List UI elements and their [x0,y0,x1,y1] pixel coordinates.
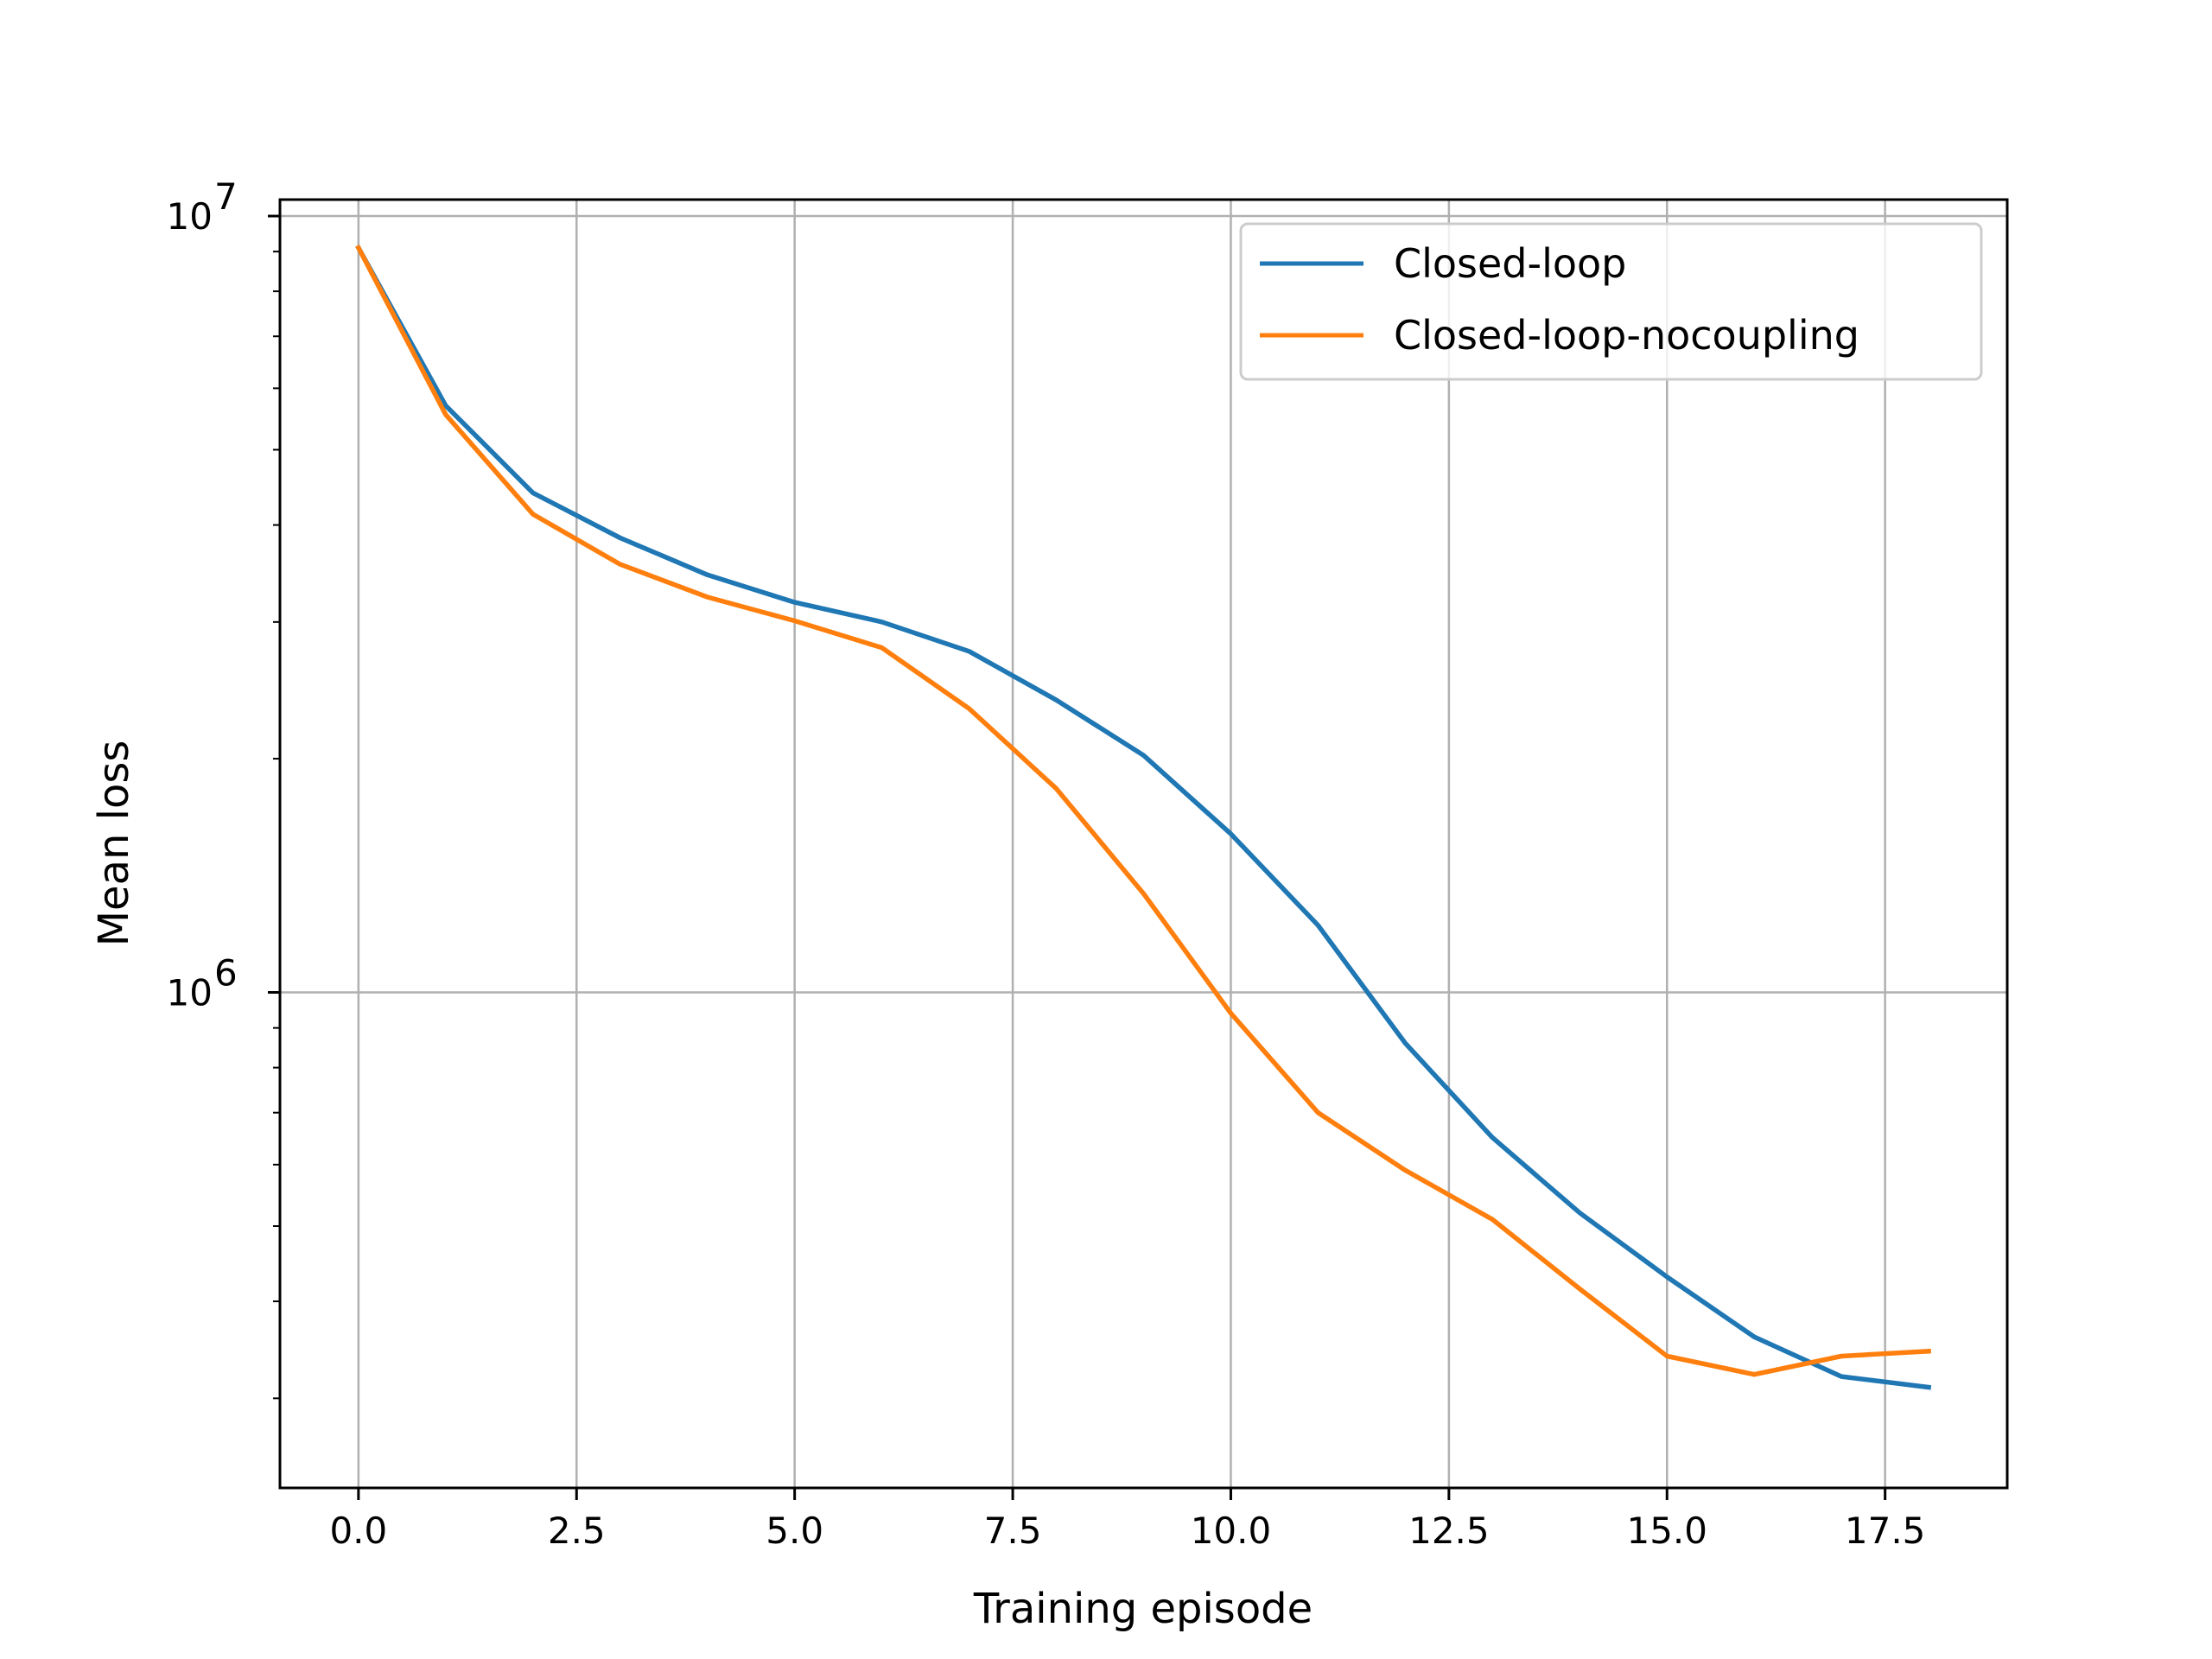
series-line-closed-loop [355,245,1932,1390]
y-tick-exponent-0: 7 [214,175,238,218]
x-tick-label-2: 5.0 [766,1510,823,1552]
y-tick-label-0: 10 [167,195,213,238]
y-tick-exponent-1: 6 [214,952,238,995]
x-tick-label-5: 12.5 [1408,1510,1490,1552]
legend-label-closed-loop-nocoupling: Closed-loop-nocoupling [1394,312,1859,359]
series-layer [355,245,1932,1390]
x-tick-label-4: 10.0 [1191,1510,1272,1552]
grid-layer [280,200,2007,1488]
y-axis-title: Mean loss [90,741,138,947]
x-tick-label-7: 17.5 [1845,1510,1926,1552]
plot-frame [278,198,2009,1490]
x-tick-label-3: 7.5 [984,1510,1042,1552]
legend-box [1239,222,1983,381]
tick-layer [268,214,1887,1500]
legend-label-closed-loop: Closed-loop [1394,240,1626,287]
x-tick-label-6: 15.0 [1626,1510,1707,1552]
y-tick-label-1: 10 [167,972,213,1014]
x-axis-title: Training episode [973,1585,1313,1633]
series-line-closed-loop-nocoupling [355,245,1932,1377]
x-tick-label-0: 0.0 [329,1510,387,1552]
legend: Closed-loop Closed-loop-nocoupling [1239,222,1983,381]
x-tick-label-1: 2.5 [548,1510,606,1552]
